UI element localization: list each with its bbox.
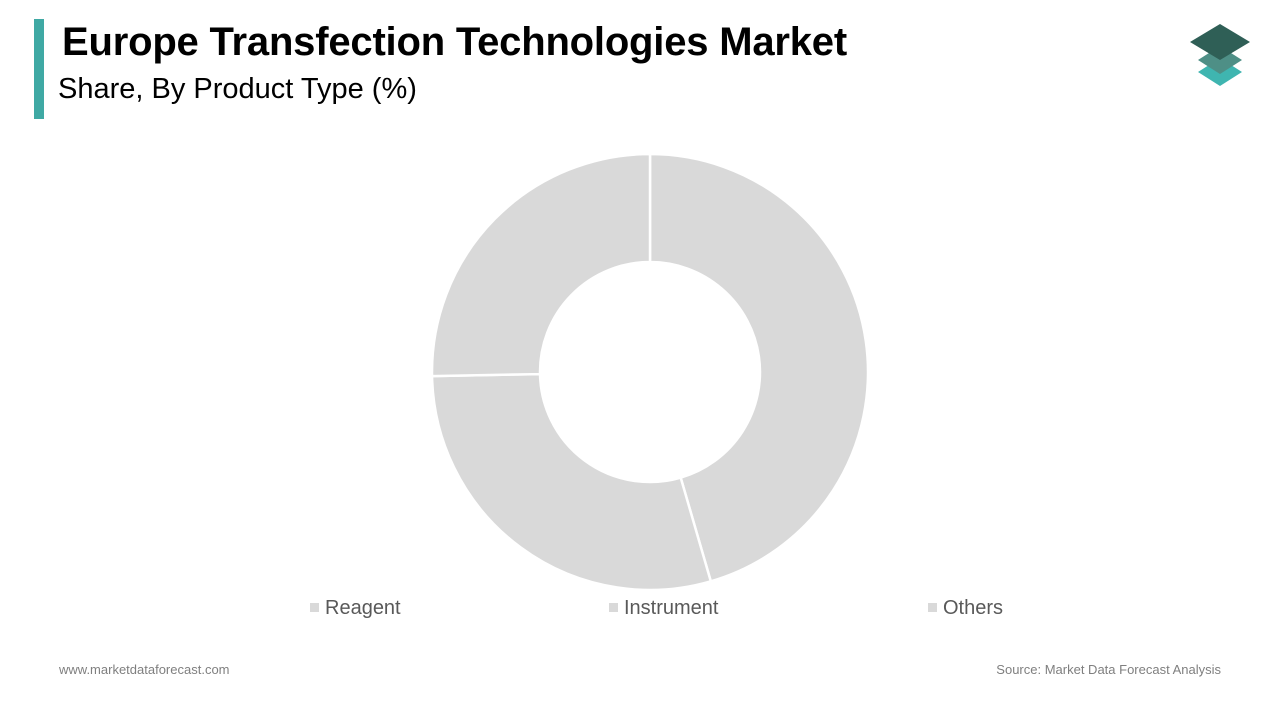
legend-label-instrument: Instrument	[624, 597, 719, 619]
slice-instrument	[430, 372, 713, 592]
logo-layer-top	[1190, 24, 1250, 60]
legend-label-reagent: Reagent	[325, 597, 401, 619]
legend-swatch-reagent	[310, 603, 319, 612]
title-accent-bar	[34, 19, 44, 119]
page-subtitle: Share, By Product Type (%)	[58, 73, 417, 105]
stacked-layers-icon	[1190, 24, 1250, 86]
donut-slices	[430, 152, 870, 592]
page-title: Europe Transfection Technologies Market	[62, 20, 847, 64]
source-footer: Source: Market Data Forecast Analysis	[996, 662, 1221, 677]
chart-legend: Reagent Instrument Others	[310, 597, 1003, 619]
legend-swatch-instrument	[609, 603, 618, 612]
slice-reagent	[648, 152, 870, 583]
website-footer: www.marketdataforecast.com	[59, 662, 230, 677]
legend-label-others: Others	[943, 597, 1003, 619]
legend-swatch-others	[928, 603, 937, 612]
slice-others	[430, 152, 652, 378]
